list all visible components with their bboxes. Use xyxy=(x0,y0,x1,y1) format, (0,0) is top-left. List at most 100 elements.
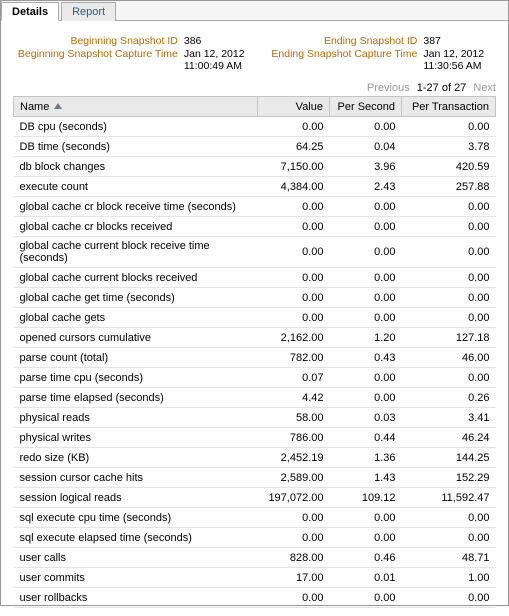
table-row: sql execute cpu time (seconds)0.000.000.… xyxy=(14,508,496,528)
end-time-label: Ending Snapshot Capture Time xyxy=(260,48,418,60)
table-row: DB cpu (seconds)0.000.000.00 xyxy=(14,117,496,137)
cell-per-second: 0.00 xyxy=(330,237,402,268)
cell-value: 0.00 xyxy=(258,237,330,268)
cell-value: 828.00 xyxy=(258,548,330,568)
pager-range: 1-27 of 27 xyxy=(417,82,467,94)
cell-name: global cache get time (seconds) xyxy=(14,288,258,308)
cell-per-transaction: 257.88 xyxy=(402,177,496,197)
col-per-second[interactable]: Per Second xyxy=(330,97,402,117)
tab-details[interactable]: Details xyxy=(1,2,59,21)
cell-value: 2,589.00 xyxy=(258,468,330,488)
cell-per-second: 0.00 xyxy=(330,388,402,408)
cell-name: global cache current blocks received xyxy=(14,268,258,288)
col-per-transaction[interactable]: Per Transaction xyxy=(402,97,496,117)
cell-value: 0.00 xyxy=(258,308,330,328)
col-name-label: Name xyxy=(20,101,49,113)
cell-name: redo size (KB) xyxy=(14,448,258,468)
cell-name: execute count xyxy=(14,177,258,197)
begin-id-value: 386 xyxy=(184,35,250,47)
cell-per-transaction: 127.18 xyxy=(402,328,496,348)
snapshot-header: Beginning Snapshot ID 386 Beginning Snap… xyxy=(13,35,496,72)
table-row: global cache gets0.000.000.00 xyxy=(14,308,496,328)
cell-value: 4.42 xyxy=(258,388,330,408)
table-row: global cache cr block receive time (seco… xyxy=(14,197,496,217)
cell-name: global cache cr blocks received xyxy=(14,217,258,237)
pager-previous[interactable]: Previous xyxy=(367,82,410,94)
cell-value: 786.00 xyxy=(258,428,330,448)
table-row: user commits17.000.011.00 xyxy=(14,568,496,588)
cell-name: physical writes xyxy=(14,428,258,448)
pager: Previous 1-27 of 27 Next xyxy=(13,82,496,94)
table-row: parse count (total)782.000.4346.00 xyxy=(14,348,496,368)
cell-per-transaction: 0.00 xyxy=(402,217,496,237)
pager-next[interactable]: Next xyxy=(473,82,496,94)
cell-per-second: 0.01 xyxy=(330,568,402,588)
end-time-line2: 11:30:56 AM xyxy=(423,60,481,72)
cell-name: DB cpu (seconds) xyxy=(14,117,258,137)
cell-per-transaction: 0.00 xyxy=(402,368,496,388)
cell-per-second: 0.00 xyxy=(330,217,402,237)
cell-per-transaction: 0.00 xyxy=(402,197,496,217)
cell-name: user calls xyxy=(14,548,258,568)
cell-per-second: 0.00 xyxy=(330,508,402,528)
cell-per-second: 1.20 xyxy=(330,328,402,348)
end-time-value: Jan 12, 2012 11:30:56 AM xyxy=(423,48,496,72)
cell-per-second: 0.46 xyxy=(330,548,402,568)
cell-value: 7,150.00 xyxy=(258,157,330,177)
table-row: parse time cpu (seconds)0.070.000.00 xyxy=(14,368,496,388)
cell-name: db block changes xyxy=(14,157,258,177)
table-row: global cache current block receive time … xyxy=(14,237,496,268)
header-row: Name Value Per Second Per Transaction xyxy=(14,97,496,117)
cell-value: 17.00 xyxy=(258,568,330,588)
table-row: sql execute elapsed time (seconds)0.000.… xyxy=(14,528,496,548)
table-row: redo size (KB)2,452.191.36144.25 xyxy=(14,448,496,468)
cell-per-second: 1.36 xyxy=(330,448,402,468)
cell-per-second: 3.96 xyxy=(330,157,402,177)
cell-value: 2,452.19 xyxy=(258,448,330,468)
cell-per-second: 0.00 xyxy=(330,528,402,548)
content-area: Beginning Snapshot ID 386 Beginning Snap… xyxy=(1,21,508,616)
begin-time-line1: Jan 12, 2012 xyxy=(184,48,245,60)
table-row: physical writes786.000.4446.24 xyxy=(14,428,496,448)
cell-value: 58.00 xyxy=(258,408,330,428)
cell-per-transaction: 0.00 xyxy=(402,588,496,608)
begin-time-label: Beginning Snapshot Capture Time xyxy=(13,48,178,60)
cell-name: parse time elapsed (seconds) xyxy=(14,388,258,408)
table-row: user calls828.000.4648.71 xyxy=(14,548,496,568)
cell-per-second: 0.00 xyxy=(330,117,402,137)
cell-per-transaction: 144.25 xyxy=(402,448,496,468)
metrics-table: Name Value Per Second Per Transaction DB… xyxy=(13,96,496,608)
snapshot-end: Ending Snapshot ID 387 Ending Snapshot C… xyxy=(260,35,497,72)
tab-report[interactable]: Report xyxy=(61,2,116,21)
cell-name: global cache cr block receive time (seco… xyxy=(14,197,258,217)
cell-value: 0.00 xyxy=(258,528,330,548)
cell-per-second: 0.00 xyxy=(330,288,402,308)
cell-value: 4,384.00 xyxy=(258,177,330,197)
cell-per-transaction: 0.00 xyxy=(402,117,496,137)
cell-value: 0.07 xyxy=(258,368,330,388)
cell-per-transaction: 0.00 xyxy=(402,308,496,328)
cell-name: global cache current block receive time … xyxy=(14,237,258,268)
cell-per-transaction: 11,592.47 xyxy=(402,488,496,508)
table-row: physical reads58.000.033.41 xyxy=(14,408,496,428)
table-row: db block changes7,150.003.96420.59 xyxy=(14,157,496,177)
cell-per-transaction: 3.41 xyxy=(402,408,496,428)
cell-per-transaction: 0.00 xyxy=(402,268,496,288)
table-row: global cache get time (seconds)0.000.000… xyxy=(14,288,496,308)
col-value[interactable]: Value xyxy=(258,97,330,117)
cell-value: 0.00 xyxy=(258,268,330,288)
col-name[interactable]: Name xyxy=(14,97,258,117)
table-row: session cursor cache hits2,589.001.43152… xyxy=(14,468,496,488)
cell-per-second: 0.00 xyxy=(330,368,402,388)
cell-per-second: 0.00 xyxy=(330,268,402,288)
cell-value: 0.00 xyxy=(258,588,330,608)
table-row: global cache current blocks received0.00… xyxy=(14,268,496,288)
cell-per-transaction: 152.29 xyxy=(402,468,496,488)
cell-per-second: 0.44 xyxy=(330,428,402,448)
cell-value: 197,072.00 xyxy=(258,488,330,508)
cell-name: sql execute cpu time (seconds) xyxy=(14,508,258,528)
cell-per-transaction: 0.26 xyxy=(402,388,496,408)
begin-time-value: Jan 12, 2012 11:00:49 AM xyxy=(184,48,250,72)
cell-per-second: 109.12 xyxy=(330,488,402,508)
cell-per-transaction: 420.59 xyxy=(402,157,496,177)
